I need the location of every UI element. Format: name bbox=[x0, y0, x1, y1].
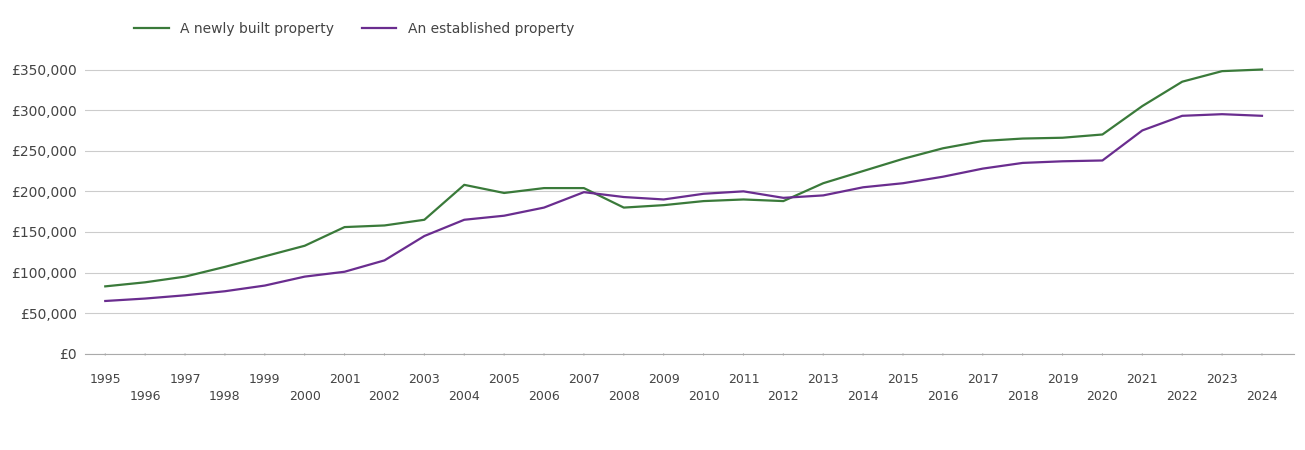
A newly built property bbox=[936, 146, 951, 151]
An established property bbox=[296, 274, 312, 279]
Text: 2006: 2006 bbox=[529, 390, 560, 403]
Line: A newly built property: A newly built property bbox=[106, 69, 1262, 286]
Line: An established property: An established property bbox=[106, 114, 1262, 301]
A newly built property bbox=[137, 279, 153, 285]
An established property bbox=[137, 296, 153, 301]
A newly built property bbox=[1214, 68, 1229, 74]
Text: 2021: 2021 bbox=[1126, 373, 1158, 386]
A newly built property bbox=[1134, 104, 1150, 109]
A newly built property bbox=[975, 138, 990, 144]
An established property bbox=[257, 283, 273, 288]
An established property bbox=[416, 233, 432, 238]
Text: 2007: 2007 bbox=[568, 373, 600, 386]
A newly built property bbox=[416, 217, 432, 222]
A newly built property bbox=[257, 254, 273, 259]
An established property bbox=[975, 166, 990, 171]
Text: 2001: 2001 bbox=[329, 373, 360, 386]
A newly built property bbox=[1174, 79, 1190, 85]
An established property bbox=[736, 189, 752, 194]
Text: 2011: 2011 bbox=[728, 373, 760, 386]
Text: 2003: 2003 bbox=[408, 373, 440, 386]
An established property bbox=[337, 269, 352, 274]
A newly built property bbox=[1254, 67, 1270, 72]
Text: 2024: 2024 bbox=[1246, 390, 1278, 403]
An established property bbox=[217, 288, 232, 294]
A newly built property bbox=[98, 284, 114, 289]
An established property bbox=[1054, 158, 1070, 164]
An established property bbox=[177, 292, 193, 298]
An established property bbox=[377, 258, 393, 263]
Text: 2004: 2004 bbox=[449, 390, 480, 403]
An established property bbox=[536, 205, 552, 210]
A newly built property bbox=[1054, 135, 1070, 140]
An established property bbox=[1214, 112, 1229, 117]
A newly built property bbox=[895, 156, 911, 162]
An established property bbox=[98, 298, 114, 304]
Text: 1996: 1996 bbox=[129, 390, 161, 403]
Text: 1999: 1999 bbox=[249, 373, 281, 386]
A newly built property bbox=[855, 168, 870, 174]
An established property bbox=[1254, 113, 1270, 118]
A newly built property bbox=[296, 243, 312, 248]
An established property bbox=[656, 197, 672, 202]
An established property bbox=[1134, 128, 1150, 133]
Legend: A newly built property, An established property: A newly built property, An established p… bbox=[128, 17, 579, 42]
A newly built property bbox=[177, 274, 193, 279]
An established property bbox=[816, 193, 831, 198]
Text: 2015: 2015 bbox=[887, 373, 919, 386]
An established property bbox=[696, 191, 711, 197]
A newly built property bbox=[1015, 136, 1031, 141]
An established property bbox=[1095, 158, 1111, 163]
A newly built property bbox=[457, 182, 472, 188]
Text: 2013: 2013 bbox=[808, 373, 839, 386]
Text: 2002: 2002 bbox=[368, 390, 401, 403]
A newly built property bbox=[696, 198, 711, 204]
Text: 2008: 2008 bbox=[608, 390, 639, 403]
An established property bbox=[1015, 160, 1031, 166]
Text: 2005: 2005 bbox=[488, 373, 521, 386]
Text: 2014: 2014 bbox=[847, 390, 880, 403]
A newly built property bbox=[1095, 132, 1111, 137]
A newly built property bbox=[576, 185, 591, 191]
Text: 2000: 2000 bbox=[288, 390, 321, 403]
An established property bbox=[616, 194, 632, 200]
Text: 2023: 2023 bbox=[1206, 373, 1238, 386]
Text: 1997: 1997 bbox=[170, 373, 201, 386]
An established property bbox=[457, 217, 472, 222]
Text: 2010: 2010 bbox=[688, 390, 719, 403]
A newly built property bbox=[217, 264, 232, 270]
A newly built property bbox=[775, 198, 791, 204]
Text: 2016: 2016 bbox=[927, 390, 959, 403]
A newly built property bbox=[377, 223, 393, 228]
A newly built property bbox=[816, 180, 831, 186]
Text: 2018: 2018 bbox=[1006, 390, 1039, 403]
Text: 2020: 2020 bbox=[1087, 390, 1118, 403]
Text: 1995: 1995 bbox=[90, 373, 121, 386]
Text: 1998: 1998 bbox=[209, 390, 240, 403]
Text: 2012: 2012 bbox=[767, 390, 799, 403]
An established property bbox=[855, 184, 870, 190]
An established property bbox=[775, 195, 791, 201]
An established property bbox=[576, 189, 591, 195]
A newly built property bbox=[616, 205, 632, 210]
Text: 2019: 2019 bbox=[1047, 373, 1078, 386]
A newly built property bbox=[656, 202, 672, 208]
A newly built property bbox=[536, 185, 552, 191]
A newly built property bbox=[337, 225, 352, 230]
An established property bbox=[496, 213, 512, 218]
A newly built property bbox=[496, 190, 512, 196]
An established property bbox=[1174, 113, 1190, 118]
An established property bbox=[936, 174, 951, 180]
A newly built property bbox=[736, 197, 752, 202]
Text: 2009: 2009 bbox=[647, 373, 680, 386]
Text: 2022: 2022 bbox=[1167, 390, 1198, 403]
Text: 2017: 2017 bbox=[967, 373, 998, 386]
An established property bbox=[895, 180, 911, 186]
